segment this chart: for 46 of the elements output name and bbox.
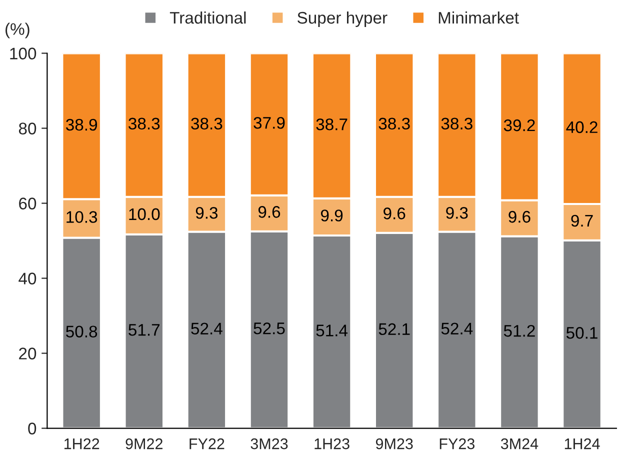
x-tick-label: 3M24 [500, 438, 538, 450]
text: 10.3 [66, 211, 98, 223]
legend-label: Minimarket [438, 11, 519, 24]
text: 38.3 [128, 118, 160, 130]
text: 9.3 [446, 206, 468, 219]
text: 40.2 [566, 121, 598, 134]
text: 38.3 [191, 118, 222, 130]
y-tick-label: 80 [18, 122, 36, 134]
y-axis-title: (%) [6, 22, 30, 38]
x-tick-label: FY23 [440, 438, 474, 450]
text: 39.2 [504, 119, 535, 132]
text: 52.5 [254, 322, 285, 334]
text: 38.3 [441, 118, 472, 130]
text: 9.6 [384, 208, 406, 220]
x-tick-label: 3M23 [250, 438, 288, 450]
text: 9.9 [320, 210, 343, 222]
text: 9.7 [571, 214, 593, 227]
x-tick-label: FY22 [190, 438, 224, 450]
x-tick-label: 9M23 [376, 438, 413, 450]
text: 52.1 [378, 323, 410, 336]
text: 38.9 [66, 118, 98, 131]
text: 51.7 [128, 324, 160, 336]
y-tick-label: 0 [28, 422, 36, 434]
x-tick-label: 1H24 [564, 438, 600, 450]
legend-label: Super hyper [298, 11, 388, 27]
y-tick-label: 100 [10, 48, 36, 60]
text: 9.3 [196, 206, 218, 219]
legend-label: Traditional [170, 11, 246, 24]
x-tick-label: 1H23 [314, 438, 350, 450]
text: 10.0 [129, 208, 160, 220]
text: 37.9 [254, 116, 285, 129]
text: 51.2 [504, 324, 535, 337]
y-tick-label: 20 [19, 348, 36, 360]
y-tick-label: 40 [18, 272, 36, 284]
y-tick-label: 60 [19, 198, 36, 210]
text: 51.4 [316, 324, 348, 336]
x-tick-label: 9M22 [126, 438, 162, 450]
text: 38.7 [316, 118, 348, 130]
x-tick-label: 1H22 [64, 438, 100, 450]
text: 52.4 [191, 322, 222, 334]
text: 38.3 [378, 118, 410, 130]
text: 9.6 [258, 206, 280, 218]
text: 52.4 [441, 322, 473, 334]
text: 50.8 [66, 326, 98, 338]
text: 9.6 [508, 210, 530, 223]
text: 50.1 [566, 327, 598, 339]
